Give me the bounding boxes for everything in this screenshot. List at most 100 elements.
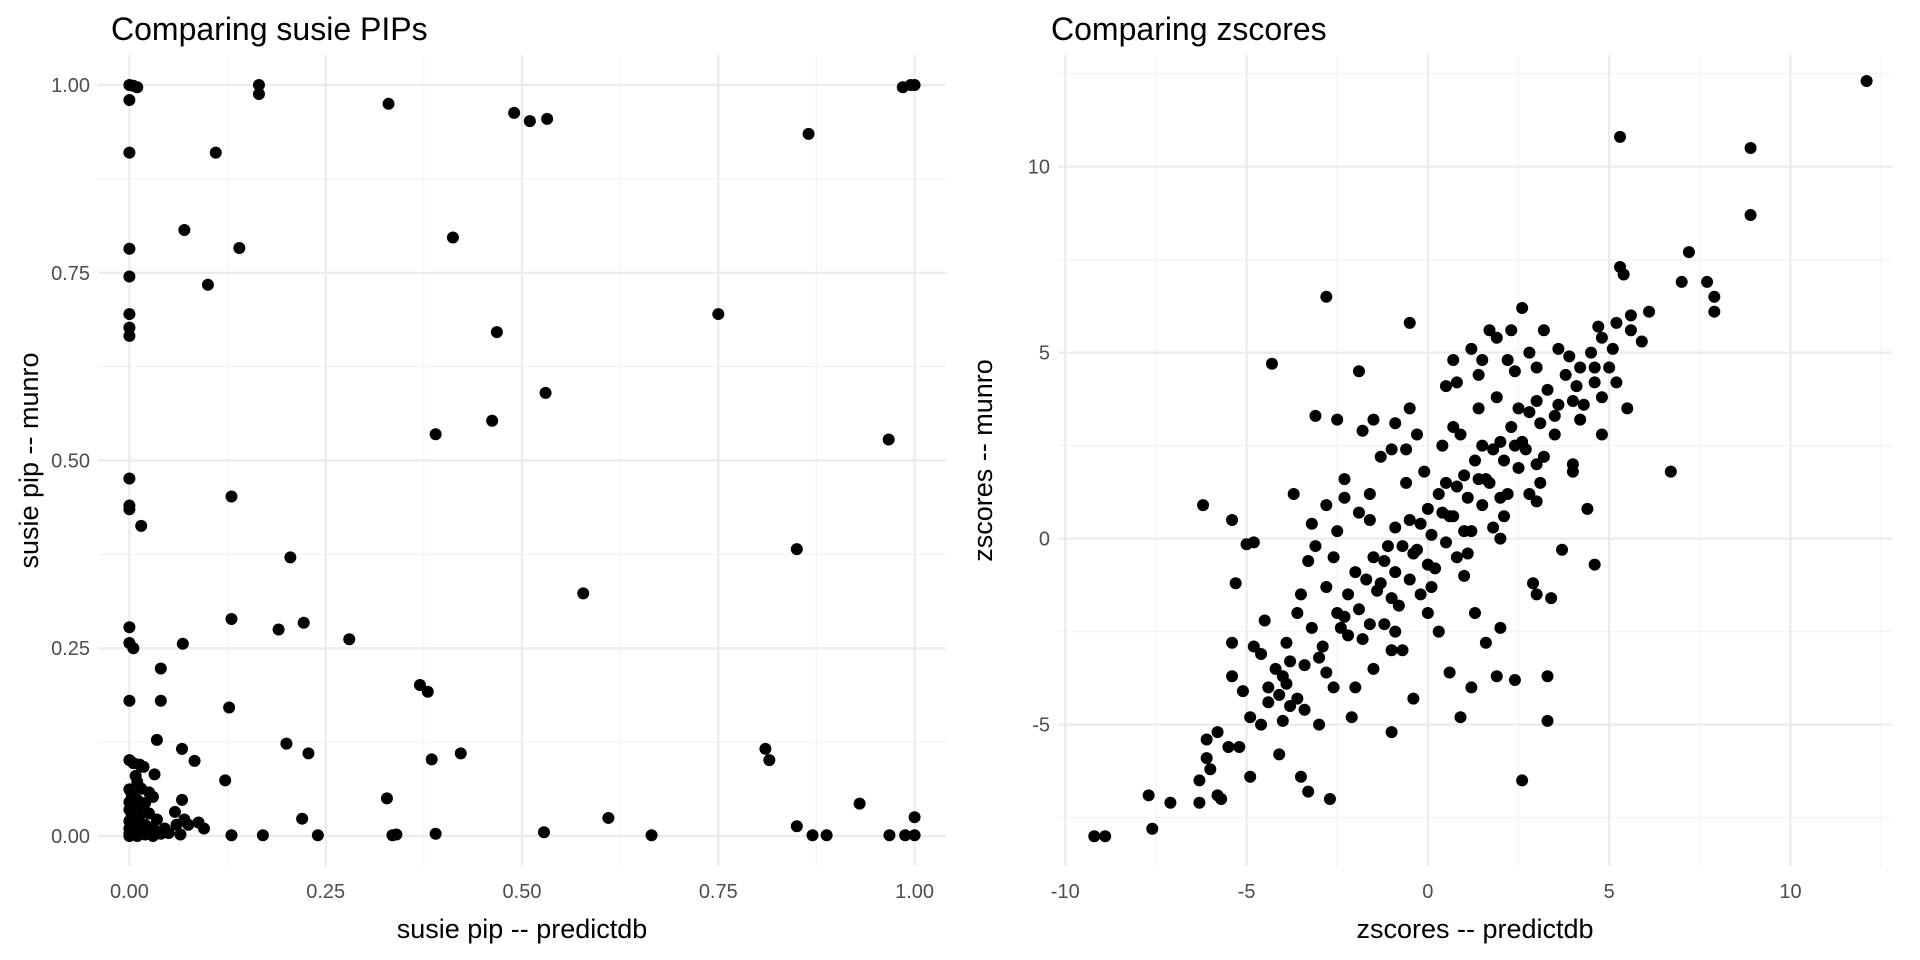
data-point xyxy=(1527,577,1540,590)
data-point xyxy=(1664,465,1677,478)
data-point xyxy=(1708,305,1721,318)
data-point xyxy=(1338,491,1351,504)
data-point xyxy=(1494,532,1507,545)
data-point xyxy=(1530,588,1543,601)
data-point xyxy=(123,321,136,334)
data-point xyxy=(1226,670,1239,683)
data-point xyxy=(1363,487,1376,500)
data-point xyxy=(1530,361,1543,374)
data-point xyxy=(1309,540,1322,553)
data-point xyxy=(1414,517,1427,530)
data-point xyxy=(1331,525,1344,538)
data-point xyxy=(1523,406,1536,419)
data-point xyxy=(1425,580,1438,593)
data-point xyxy=(154,694,167,707)
x-tick-label: -10 xyxy=(1051,881,1080,903)
data-point xyxy=(1574,413,1587,426)
data-point xyxy=(1505,324,1518,337)
data-point xyxy=(759,742,772,755)
data-point xyxy=(908,829,921,842)
data-point xyxy=(1088,830,1101,843)
data-point xyxy=(311,829,324,842)
data-point xyxy=(1559,368,1572,381)
data-point xyxy=(1643,305,1656,318)
data-point xyxy=(1425,528,1438,541)
data-point xyxy=(1142,789,1155,802)
data-point xyxy=(256,829,269,842)
data-point xyxy=(1400,476,1413,489)
data-point xyxy=(1284,700,1297,713)
data-point xyxy=(182,818,195,831)
data-point xyxy=(1610,316,1623,329)
data-point xyxy=(1476,354,1489,367)
data-point xyxy=(1403,573,1416,586)
data-point xyxy=(1407,692,1420,705)
data-point xyxy=(1487,521,1500,534)
data-point xyxy=(1342,588,1355,601)
x-tick-label: 0.75 xyxy=(699,881,738,903)
data-point xyxy=(1498,454,1511,467)
data-point xyxy=(1556,543,1569,556)
data-point xyxy=(1099,830,1112,843)
data-point xyxy=(343,633,356,646)
data-point xyxy=(1436,439,1449,452)
data-point xyxy=(1447,421,1460,434)
data-point xyxy=(1552,342,1565,355)
data-point xyxy=(446,231,459,244)
data-point xyxy=(1356,633,1369,646)
data-point xyxy=(1744,142,1757,155)
data-point xyxy=(284,551,297,564)
y-tick-label: 10 xyxy=(1028,157,1050,179)
data-point xyxy=(1164,796,1177,809)
data-point xyxy=(1403,316,1416,329)
data-point xyxy=(1298,659,1311,672)
data-point xyxy=(1490,670,1503,683)
y-tick-label: 0.75 xyxy=(51,263,90,285)
x-tick-label: 0 xyxy=(1422,881,1433,903)
data-point xyxy=(272,623,285,636)
data-point xyxy=(1541,383,1554,396)
data-point xyxy=(1211,726,1224,739)
data-point xyxy=(1291,692,1304,705)
x-tick-label: 5 xyxy=(1604,881,1615,903)
data-point xyxy=(137,760,150,773)
data-point xyxy=(539,386,552,399)
data-point xyxy=(154,662,167,675)
data-point xyxy=(1505,421,1518,434)
data-point xyxy=(225,612,238,625)
data-point xyxy=(1352,365,1365,378)
data-point xyxy=(1570,380,1583,393)
data-point xyxy=(1352,603,1365,616)
data-point xyxy=(1603,361,1616,374)
data-point xyxy=(176,637,189,650)
data-point xyxy=(1258,614,1271,627)
data-point xyxy=(1472,402,1485,415)
data-point xyxy=(1244,711,1257,724)
data-point xyxy=(1548,409,1561,422)
data-point xyxy=(1363,618,1376,631)
data-point xyxy=(1454,428,1467,441)
x-tick-label: 1.00 xyxy=(895,881,934,903)
y-axis-title: zscores -- munro xyxy=(968,359,998,562)
data-point xyxy=(541,112,554,125)
data-point xyxy=(1494,621,1507,634)
data-point xyxy=(123,242,136,255)
data-point xyxy=(602,811,615,824)
data-point xyxy=(1512,461,1525,474)
points xyxy=(1088,75,1873,843)
data-point xyxy=(1233,740,1246,753)
data-point xyxy=(1552,398,1565,411)
data-point xyxy=(1624,324,1637,337)
data-point xyxy=(1345,711,1358,724)
data-point xyxy=(1516,774,1529,787)
data-point xyxy=(1363,514,1376,527)
data-point xyxy=(123,694,136,707)
data-point xyxy=(1469,607,1481,620)
data-point xyxy=(1461,547,1474,560)
data-point xyxy=(176,793,189,806)
data-point xyxy=(1410,543,1423,556)
data-point xyxy=(1374,450,1387,463)
data-point xyxy=(1349,566,1362,579)
data-point xyxy=(174,828,187,841)
